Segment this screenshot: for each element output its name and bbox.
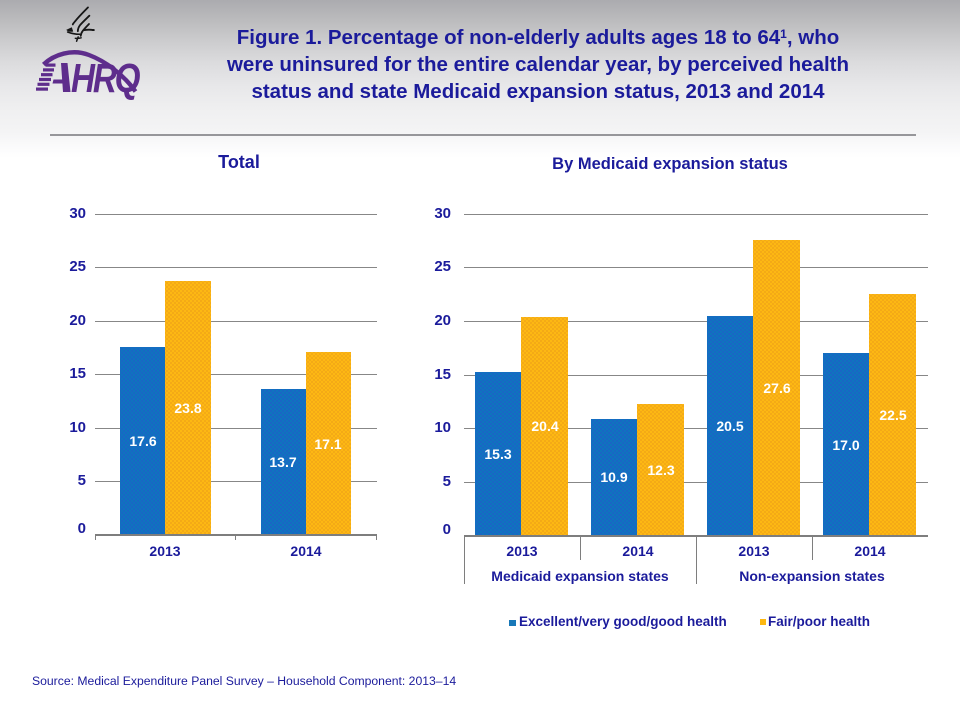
svg-text:HRQ: HRQ — [71, 55, 141, 101]
